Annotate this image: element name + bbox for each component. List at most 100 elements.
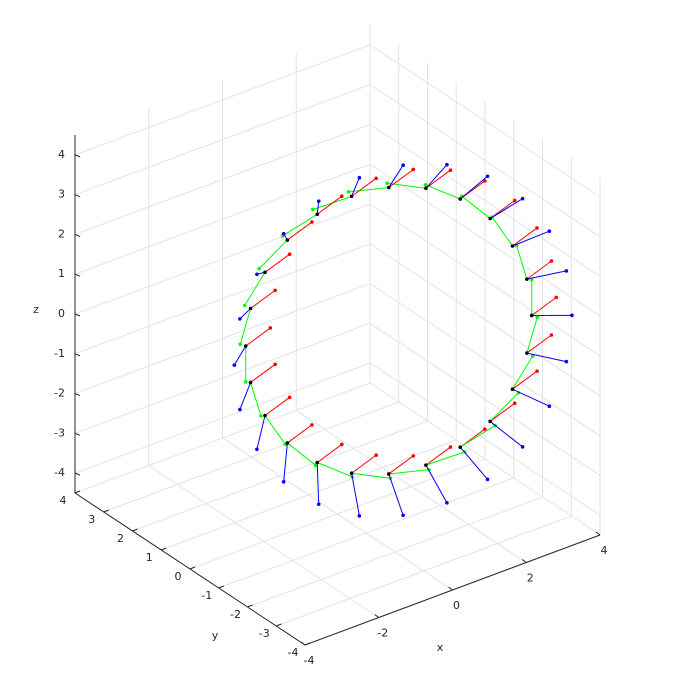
frame-axis bbox=[239, 382, 252, 410]
frame-origin bbox=[285, 441, 290, 445]
frame-axis-tip bbox=[310, 423, 314, 427]
frame-axis-tip bbox=[273, 288, 277, 293]
frame-axis-tip bbox=[547, 229, 552, 234]
y-tick bbox=[74, 490, 81, 494]
frame-axis-tip bbox=[512, 401, 517, 406]
grid-line bbox=[161, 82, 457, 551]
frame-axis bbox=[459, 425, 496, 448]
z-tick bbox=[74, 313, 81, 317]
frame-axis-tip bbox=[281, 231, 286, 236]
frame-axis-tip bbox=[535, 369, 539, 373]
frame-axis bbox=[491, 216, 513, 247]
frame-axis bbox=[526, 317, 538, 354]
x-axis-label: x bbox=[437, 641, 444, 654]
frame-axis-tip bbox=[238, 342, 243, 347]
frame-axis bbox=[425, 446, 451, 466]
frame-axis-tip bbox=[520, 196, 525, 201]
frame-axis-tip bbox=[374, 176, 378, 181]
frame-origin bbox=[488, 419, 492, 424]
z-tick bbox=[74, 432, 81, 436]
z-axis-label: z bbox=[33, 303, 39, 316]
grid-line bbox=[218, 120, 515, 589]
frame-axis bbox=[425, 451, 465, 466]
frame-axis bbox=[526, 334, 552, 354]
frame-axis-tip bbox=[547, 404, 552, 409]
grid-line bbox=[74, 282, 601, 436]
frame-origin bbox=[525, 351, 529, 355]
grid-line bbox=[74, 84, 601, 238]
frame-origin bbox=[424, 186, 428, 191]
frame-axis bbox=[388, 164, 404, 188]
frame-axis-tip bbox=[448, 168, 453, 173]
y-tick-label: 2 bbox=[117, 532, 124, 545]
frame-axis-tip bbox=[520, 445, 525, 449]
frame-origin bbox=[248, 306, 253, 311]
frame-axis-tip bbox=[445, 500, 449, 505]
y-tick bbox=[276, 623, 282, 627]
grid-line bbox=[189, 101, 486, 570]
x-tick-label: -2 bbox=[377, 627, 388, 640]
axes: -4 -2 0 2 4 -4 -3 -2 -1 0 1 2 3 4 -4 -3 -2 -1 0 1 2 3 4 bbox=[54, 135, 608, 667]
frame-origin bbox=[349, 471, 354, 476]
frame-origin bbox=[315, 460, 320, 465]
frame-axis-tip bbox=[401, 163, 405, 168]
y-tick bbox=[103, 509, 109, 513]
frame-axis bbox=[388, 455, 414, 475]
frame-origin bbox=[349, 194, 354, 199]
frame-origin bbox=[263, 270, 267, 275]
frame-axis-tip bbox=[554, 295, 559, 300]
frame-axis-tip bbox=[423, 183, 428, 187]
frame-axis bbox=[489, 421, 523, 448]
z-tick-label: 1 bbox=[58, 267, 65, 280]
frame-axis-tip bbox=[310, 207, 315, 212]
frame-axis-tip bbox=[340, 194, 344, 199]
y-tick-label: -4 bbox=[288, 646, 299, 659]
y-tick-label: -2 bbox=[230, 608, 241, 621]
grid-line bbox=[132, 63, 428, 532]
frame-axis-tip bbox=[564, 269, 569, 273]
x-tick-label: 4 bbox=[601, 544, 608, 557]
frame-axis-tip bbox=[340, 442, 344, 447]
y-tick bbox=[218, 585, 224, 589]
frame-axis-tip bbox=[485, 174, 490, 179]
frame-axis-tip bbox=[316, 199, 321, 203]
frame-origin bbox=[510, 387, 515, 392]
grid-line bbox=[74, 25, 371, 494]
frame-axis-tip bbox=[445, 162, 449, 167]
frame-axis bbox=[287, 424, 313, 444]
x-tick bbox=[300, 641, 306, 646]
frame-axis-tip bbox=[268, 326, 273, 330]
z-tick bbox=[74, 353, 81, 357]
frame-axis bbox=[388, 469, 430, 475]
z-tick-label: 0 bbox=[58, 307, 65, 320]
frame-axis-tip bbox=[385, 181, 389, 186]
frame-axis-tip bbox=[232, 363, 237, 367]
z-tick-label: 2 bbox=[58, 227, 65, 240]
frame-axis bbox=[526, 352, 567, 363]
frame-axis-tip bbox=[242, 303, 247, 308]
frame-origin bbox=[263, 413, 267, 418]
frame-axis-tip bbox=[570, 313, 574, 318]
frame-axis bbox=[351, 177, 360, 197]
frame-axis bbox=[512, 227, 538, 247]
z-tick bbox=[74, 194, 81, 198]
frame-axis-tip bbox=[448, 445, 453, 449]
frame-axis-tip bbox=[287, 252, 292, 257]
frame-axis bbox=[489, 402, 515, 422]
frame-axis bbox=[264, 253, 290, 273]
frame-axis bbox=[258, 239, 288, 269]
frame-axis bbox=[526, 270, 567, 280]
frame-axis bbox=[388, 473, 404, 516]
frame-origin bbox=[525, 277, 529, 281]
frame-axis-tip bbox=[238, 407, 242, 412]
frame-axis bbox=[245, 327, 271, 347]
frame-axis bbox=[239, 308, 252, 345]
x-tick-label: 0 bbox=[453, 599, 460, 612]
frame-origin bbox=[315, 212, 320, 217]
grid-line bbox=[74, 163, 601, 317]
frame-axis bbox=[264, 415, 286, 445]
frame-axis bbox=[256, 415, 266, 450]
frame-axis bbox=[250, 289, 276, 309]
grid bbox=[74, 25, 601, 646]
frame-axis bbox=[316, 201, 320, 215]
